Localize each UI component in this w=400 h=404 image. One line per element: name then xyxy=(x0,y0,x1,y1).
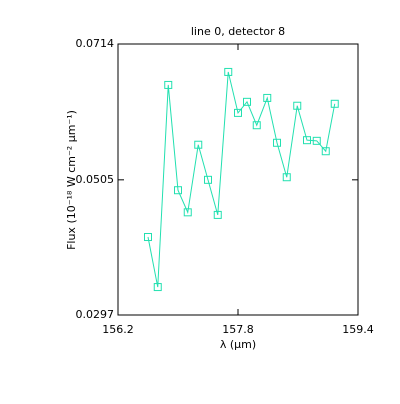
chart-title: line 0, detector 8 xyxy=(191,25,285,38)
y-axis-label: Flux (10⁻¹⁸ W cm⁻² μm⁻¹) xyxy=(65,110,78,250)
data-point xyxy=(330,99,339,108)
y-tick-label: 0.0505 xyxy=(76,173,115,186)
x-tick-label: 159.4 xyxy=(342,323,374,336)
data-point xyxy=(234,108,242,117)
data-point xyxy=(153,283,162,292)
data-point xyxy=(204,175,212,184)
x-tick-label: 156.2 xyxy=(102,323,134,336)
data-point xyxy=(144,233,152,242)
data-point xyxy=(243,97,251,106)
data-point xyxy=(224,67,233,76)
y-tick-label: 0.0297 xyxy=(76,308,115,321)
data-point xyxy=(303,136,311,145)
data-point xyxy=(321,147,330,156)
data-point xyxy=(252,121,261,130)
data-point xyxy=(312,136,321,145)
y-tick-label: 0.0714 xyxy=(76,37,115,50)
data-point xyxy=(273,138,281,147)
data-point xyxy=(263,93,272,102)
data-point xyxy=(213,210,222,219)
data-point xyxy=(183,208,192,217)
data-point xyxy=(164,80,173,89)
x-tick-label: 157.8 xyxy=(222,323,254,336)
data-point xyxy=(293,101,302,110)
data-point xyxy=(194,140,203,149)
data-point xyxy=(282,173,291,182)
x-axis-label: λ (μm) xyxy=(220,338,256,351)
data-point xyxy=(174,186,182,195)
